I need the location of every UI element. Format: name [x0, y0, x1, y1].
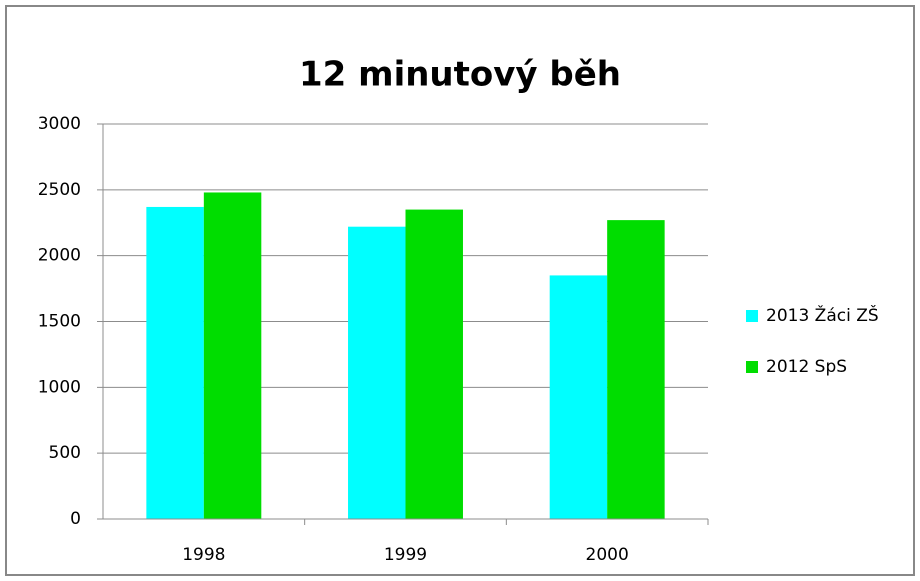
y-tick-label: 1000	[38, 377, 81, 397]
legend-label: 2013 Žáci ZŠ	[766, 304, 879, 326]
bar	[405, 209, 463, 520]
bar	[146, 206, 204, 519]
bar	[607, 220, 665, 519]
y-tick-label: 2500	[38, 180, 81, 200]
legend-label: 2012 SpS	[766, 357, 847, 377]
x-tick-label: 2000	[586, 545, 629, 565]
bar	[549, 275, 608, 519]
bar	[348, 226, 406, 519]
x-tick-label: 1998	[182, 545, 225, 565]
bar	[203, 192, 262, 519]
y-tick-label: 500	[49, 443, 81, 463]
legend-swatch	[746, 310, 758, 322]
y-tick-label: 3000	[38, 114, 81, 134]
y-tick-label: 0	[70, 509, 81, 529]
legend-swatch	[746, 361, 758, 373]
y-tick-label: 2000	[38, 246, 81, 266]
chart-title: 12 minutový běh	[299, 55, 621, 95]
y-tick-label: 1500	[38, 312, 81, 332]
x-tick-label: 1999	[384, 545, 427, 565]
